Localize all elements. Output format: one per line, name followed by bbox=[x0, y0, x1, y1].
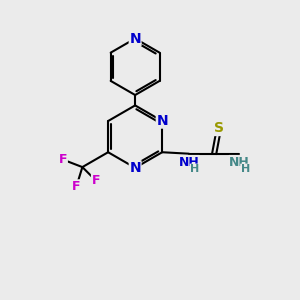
Text: N: N bbox=[156, 114, 168, 128]
Text: S: S bbox=[214, 122, 224, 136]
Text: H: H bbox=[241, 164, 250, 174]
Text: F: F bbox=[59, 153, 67, 166]
Text: N: N bbox=[129, 32, 141, 46]
Text: F: F bbox=[92, 174, 100, 187]
Text: H: H bbox=[190, 164, 200, 174]
Text: NH: NH bbox=[178, 155, 199, 169]
Text: NH: NH bbox=[229, 155, 250, 169]
Text: N: N bbox=[129, 161, 141, 175]
Text: F: F bbox=[72, 180, 81, 193]
